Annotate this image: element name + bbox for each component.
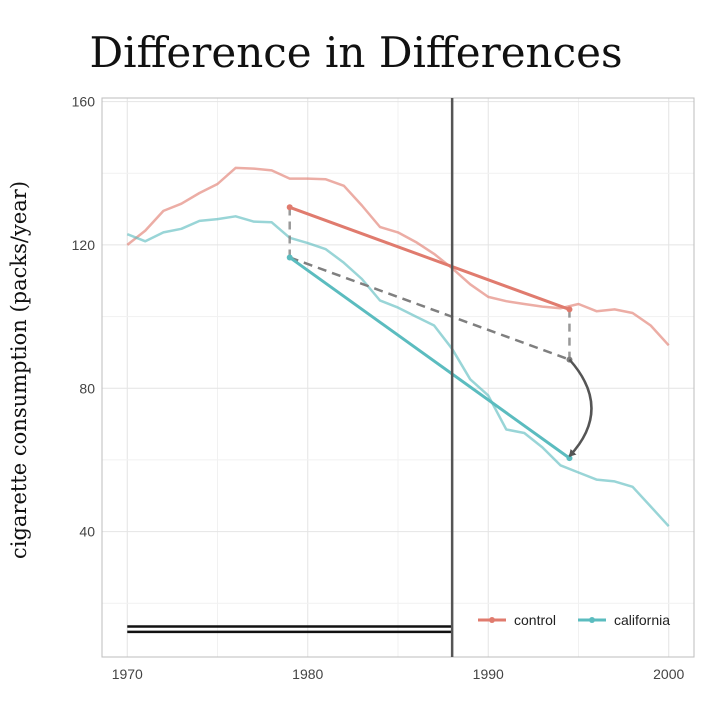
x-tick-label: 2000 [653,666,684,682]
legend-label-california: california [614,612,670,628]
control-point-post [566,306,573,313]
y-axis-label: cigarette consumption (packs/year) [7,181,31,559]
legend-marker-california [589,617,595,623]
effect-arrow [568,358,593,457]
legend-label-control: control [514,612,556,628]
series-line-california [126,215,670,528]
y-tick-label: 120 [72,237,96,253]
control-point-pre [286,204,293,211]
y-tick-label: 80 [79,380,95,396]
chart-title: Difference in Differences [89,28,622,77]
legend: control california [478,612,670,628]
y-tick-label: 40 [79,524,95,540]
x-tick-label: 1970 [112,666,143,682]
counterfactual-trend-line [289,256,570,361]
legend-marker-control [489,617,495,623]
control-trend-line [289,205,570,311]
panel-border [101,97,695,658]
y-tick-label: 160 [72,94,96,110]
grid [101,97,695,658]
california-point-pre [286,254,293,261]
series-line-control [126,166,670,347]
x-tick-label: 1990 [473,666,504,682]
california-trend-line [288,256,571,460]
chart-marks [126,98,670,657]
x-tick-label: 1980 [292,666,323,682]
tick-labels: 1970 1980 1990 2000 40 80 120 160 [72,94,685,682]
